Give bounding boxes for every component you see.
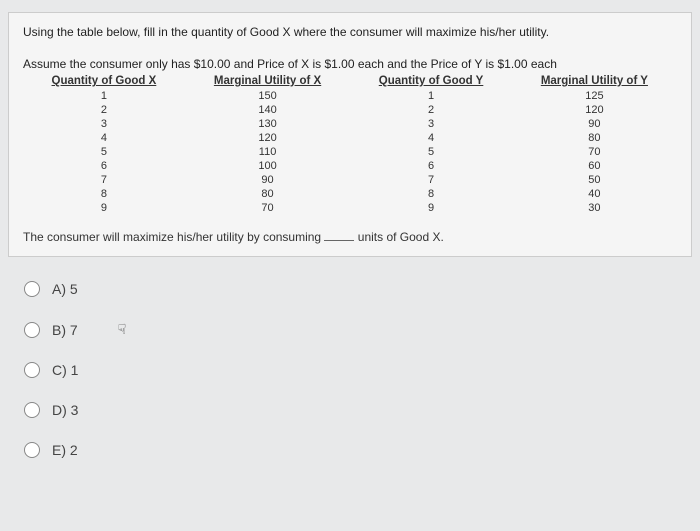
table-row: 790750 — [23, 173, 677, 187]
cell-qx: 8 — [23, 187, 185, 201]
option-row[interactable]: A) 5 — [24, 281, 692, 297]
answer-blank[interactable] — [324, 229, 354, 241]
cell-qy: 9 — [350, 201, 511, 215]
cell-mux: 100 — [185, 159, 350, 173]
pointer-cursor-icon: ☟ — [118, 321, 127, 338]
radio-button[interactable] — [24, 362, 40, 378]
table-row: 880840 — [23, 187, 677, 201]
option-row[interactable]: B) 7 ☟ — [24, 321, 692, 338]
cell-mux: 80 — [185, 187, 350, 201]
option-row[interactable]: C) 1 — [24, 362, 692, 378]
cell-mux: 130 — [185, 117, 350, 131]
question-intro: Using the table below, fill in the quant… — [23, 25, 677, 39]
prompt-before: The consumer will maximize his/her utili… — [23, 230, 324, 244]
col-mux: Marginal Utility of X — [185, 73, 350, 89]
table-row: 6100660 — [23, 159, 677, 173]
option-row[interactable]: D) 3 — [24, 402, 692, 418]
utility-table: Quantity of Good X Marginal Utility of X… — [23, 73, 677, 215]
cell-qy: 1 — [350, 89, 511, 103]
cell-qx: 3 — [23, 117, 185, 131]
cell-mux: 140 — [185, 103, 350, 117]
cell-mux: 150 — [185, 89, 350, 103]
scenario-text: Assume the consumer only has $10.00 and … — [23, 57, 677, 71]
radio-button[interactable] — [24, 281, 40, 297]
prompt-after: units of Good X. — [354, 230, 443, 244]
cell-qy: 6 — [350, 159, 511, 173]
option-label: D) 3 — [52, 402, 78, 418]
cell-muy: 40 — [512, 187, 677, 201]
cell-muy: 30 — [512, 201, 677, 215]
cell-qy: 4 — [350, 131, 511, 145]
cell-mux: 120 — [185, 131, 350, 145]
table-row: 5110570 — [23, 145, 677, 159]
option-label: C) 1 — [52, 362, 78, 378]
option-row[interactable]: E) 2 — [24, 442, 692, 458]
table-row: 3130390 — [23, 117, 677, 131]
cell-muy: 90 — [512, 117, 677, 131]
radio-button[interactable] — [24, 322, 40, 338]
cell-qy: 7 — [350, 173, 511, 187]
cell-qy: 3 — [350, 117, 511, 131]
cell-qx: 9 — [23, 201, 185, 215]
cell-qx: 1 — [23, 89, 185, 103]
cell-muy: 60 — [512, 159, 677, 173]
cell-muy: 50 — [512, 173, 677, 187]
cell-qx: 2 — [23, 103, 185, 117]
cell-qx: 7 — [23, 173, 185, 187]
cell-muy: 70 — [512, 145, 677, 159]
cell-mux: 110 — [185, 145, 350, 159]
cell-qx: 4 — [23, 131, 185, 145]
table-body: 1150112521402120313039041204805110570610… — [23, 89, 677, 215]
cell-qy: 5 — [350, 145, 511, 159]
table-header-row: Quantity of Good X Marginal Utility of X… — [23, 73, 677, 89]
radio-button[interactable] — [24, 402, 40, 418]
option-label: E) 2 — [52, 442, 78, 458]
col-muy: Marginal Utility of Y — [512, 73, 677, 89]
table-row: 11501125 — [23, 89, 677, 103]
cell-muy: 125 — [512, 89, 677, 103]
col-qy: Quantity of Good Y — [350, 73, 511, 89]
col-qx: Quantity of Good X — [23, 73, 185, 89]
cell-qx: 5 — [23, 145, 185, 159]
cell-qy: 2 — [350, 103, 511, 117]
cell-qy: 8 — [350, 187, 511, 201]
fill-in-prompt: The consumer will maximize his/her utili… — [23, 229, 677, 244]
answer-options: A) 5 B) 7 ☟ C) 1 D) 3 E) 2 — [8, 281, 692, 458]
question-card: Using the table below, fill in the quant… — [8, 12, 692, 257]
cell-muy: 80 — [512, 131, 677, 145]
cell-mux: 90 — [185, 173, 350, 187]
table-row: 21402120 — [23, 103, 677, 117]
cell-mux: 70 — [185, 201, 350, 215]
cell-qx: 6 — [23, 159, 185, 173]
table-row: 970930 — [23, 201, 677, 215]
radio-button[interactable] — [24, 442, 40, 458]
option-label: B) 7 — [52, 322, 78, 338]
table-row: 4120480 — [23, 131, 677, 145]
cell-muy: 120 — [512, 103, 677, 117]
option-label: A) 5 — [52, 281, 78, 297]
